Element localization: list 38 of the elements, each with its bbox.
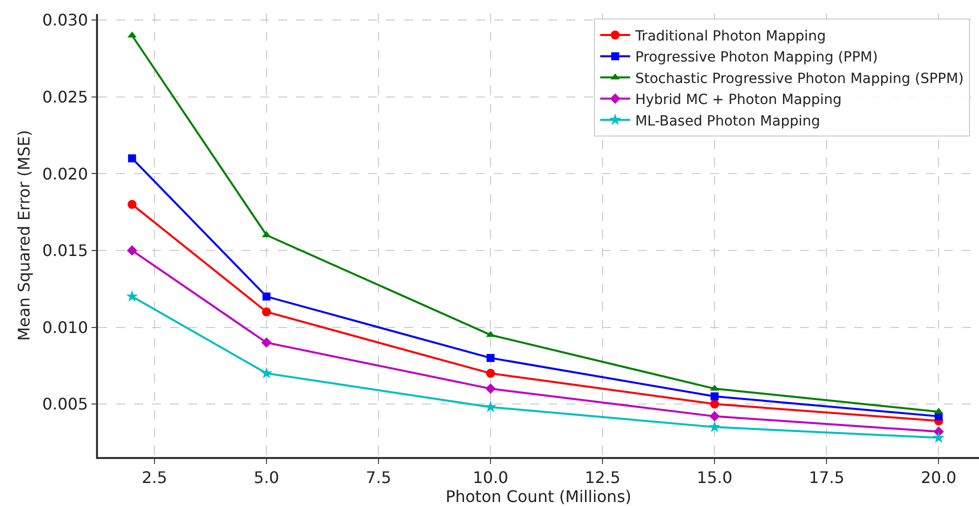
point [486,368,496,378]
y-tick-label: 0.015 [42,241,88,260]
legend-label: Stochastic Progressive Photon Mapping (SPPM) [635,70,964,87]
x-tick-label: 7.5 [366,468,392,487]
x-tick-label: 17.5 [808,468,844,487]
legend-label: Progressive Photon Mapping (PPM) [635,50,878,66]
point [485,383,496,394]
point [708,420,721,432]
point [126,290,138,302]
y-tick-label: 0.010 [42,318,88,337]
point [262,307,271,316]
point [260,367,272,378]
y-axis-title: Mean Squared Error (MSE) [14,130,34,341]
point [486,354,495,362]
x-tick-label: 12.5 [584,468,620,487]
point [262,292,270,301]
x-tick-label: 20.0 [920,468,956,487]
point [128,154,136,162]
legend-label: Traditional Photon Mapping [634,28,826,44]
x-tick-label: 15.0 [696,468,732,487]
legend-label: ML-Based Photon Mapping [635,113,820,130]
y-tick-label: 0.025 [42,88,88,107]
x-tick-label: 10.0 [472,468,508,487]
legend-label: Hybrid MC + Photon Mapping [635,92,842,108]
point [484,400,497,412]
point [261,337,272,348]
point [710,392,719,400]
y-tick-label: 0.020 [42,164,88,184]
x-tick-label: 5.0 [254,468,280,487]
point [932,432,945,443]
point [128,200,137,209]
y-tick-label: 0.005 [42,394,88,414]
point [126,245,138,256]
x-axis-title: Photon Count (Millions) [446,487,632,506]
point [709,411,720,422]
point [710,400,720,409]
y-tick-label: 0.030 [42,10,88,30]
x-tick-label: 2.5 [142,468,168,487]
